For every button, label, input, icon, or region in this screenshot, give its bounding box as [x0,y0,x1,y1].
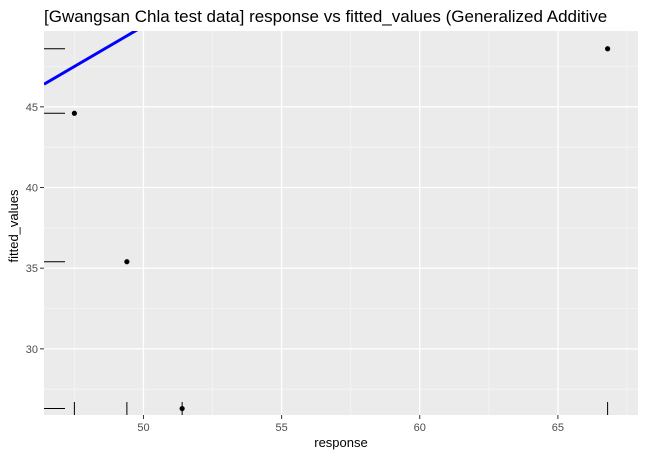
chart-title: [Gwangsan Chla test data] response vs fi… [44,7,607,26]
y-axis-label: fitted_values [6,189,21,262]
x-tick-label: 50 [137,422,149,434]
x-tick-label: 60 [414,422,426,434]
rug-marks [44,48,609,415]
y-axis-ticks: 30 35 40 45 [26,102,44,356]
x-axis-ticks: 50 55 60 65 [137,415,564,434]
data-points [71,46,611,412]
x-axis-label: response [314,435,367,450]
y-tick-label: 30 [26,344,38,356]
x-tick-label: 55 [275,422,287,434]
grid-major [44,31,638,415]
y-tick-label: 40 [26,183,38,195]
y-tick-label: 35 [26,263,38,275]
y-tick-label: 45 [26,102,38,114]
data-point [179,405,185,412]
data-point [124,259,130,265]
plot-panel [44,31,638,415]
data-point [605,46,611,52]
x-tick-label: 65 [552,422,564,434]
data-point [71,110,77,116]
